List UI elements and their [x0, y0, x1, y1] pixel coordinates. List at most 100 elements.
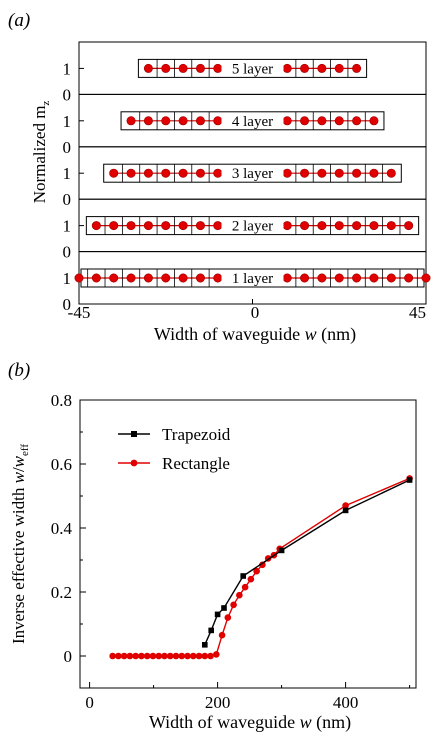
series-point-rectangle [184, 652, 191, 660]
panel-a-point [178, 63, 188, 73]
series-point-rectangle [189, 652, 197, 660]
panel-a-point [300, 221, 310, 231]
series-point-trapezoid [214, 611, 221, 618]
panel-a-layer-label: 1 layer [232, 271, 273, 287]
panel-b-xtick-label: 200 [205, 693, 231, 712]
panel-a-point [126, 221, 136, 231]
panel-b-label: (b) [8, 360, 30, 381]
panel-a-point [334, 273, 344, 283]
panel-a-point [195, 221, 205, 231]
panel-a-point [195, 168, 205, 178]
series-point-rectangle [178, 652, 186, 660]
series-point-rectangle [236, 591, 243, 599]
panel-a-layer-label: 2 layer [232, 219, 273, 235]
panel-a-point [334, 221, 344, 231]
series-point-rectangle [241, 583, 249, 591]
series-point-rectangle [253, 567, 260, 575]
panel-a-point [317, 63, 327, 73]
panel-a-point [178, 273, 188, 283]
panel-a-ytick-zero: 0 [63, 138, 72, 157]
series-point-rectangle [213, 651, 220, 658]
series-point-trapezoid [342, 507, 349, 514]
panel-a-ylabel: Normalized mz [30, 101, 52, 204]
panel-a-point [300, 116, 310, 126]
panel-a-ytick-zero: 0 [63, 190, 72, 209]
panel-a-point [126, 168, 136, 178]
panel-a-point [213, 116, 223, 126]
panel-a-point [352, 63, 362, 73]
series-point-rectangle [126, 652, 134, 660]
series-point-rectangle [138, 652, 145, 660]
panel-a-xtick-right: 45 [409, 303, 426, 322]
series-point-rectangle [342, 502, 349, 509]
panel-a-point [74, 273, 84, 283]
panel-a-point [109, 273, 119, 283]
series-point-rectangle [161, 652, 168, 660]
panel-a-point [126, 273, 136, 283]
series-point-rectangle [259, 561, 266, 569]
panel-b-series [109, 475, 413, 660]
panel-a-point [161, 63, 171, 73]
panel-a-point [369, 168, 379, 178]
panel-b-ytick-label: 0 [64, 647, 73, 666]
panel-a-point [126, 116, 136, 126]
series-point-trapezoid [406, 477, 413, 483]
panel-a-point [369, 273, 379, 283]
panel-a-point [352, 273, 362, 283]
series-point-trapezoid [240, 573, 246, 579]
panel-b-xlabel: Width of waveguide w (nm) [149, 712, 351, 733]
panel-a-point [143, 63, 153, 73]
series-point-rectangle [218, 631, 226, 639]
series-point-rectangle [149, 652, 157, 660]
panel-a-layer-label: 4 layer [232, 114, 273, 130]
legend-marker-rectangle [130, 459, 138, 467]
panel-a-xlabel: Width of waveguide w (nm) [154, 324, 356, 345]
panel-b: (b) 0 200 400 0 0.2 0.4 0.6 0.8 Trapezoid Rectan… [8, 360, 417, 733]
series-point-rectangle [166, 652, 174, 660]
series-point-rectangle [109, 652, 116, 660]
panel-a-point [91, 273, 101, 283]
series-point-rectangle [132, 652, 139, 660]
panel-a-ytick-one: 1 [63, 59, 72, 78]
panel-b-ticks: 0 200 400 0 0.2 0.4 0.6 0.8 [51, 391, 411, 712]
panel-a-point [317, 221, 327, 231]
panel-a-point [109, 221, 119, 231]
series-point-rectangle [247, 575, 255, 583]
panel-a-point [352, 221, 362, 231]
panel-a-point [334, 63, 344, 73]
panel-a-point [300, 63, 310, 73]
panel-a-point [213, 221, 223, 231]
panel-a: (a) 1 0 5 layer 1 0 4 layer 1 0 3 layer 1 0 2 layer… [8, 10, 431, 345]
panel-a-point [421, 273, 431, 283]
panel-a-point [386, 221, 396, 231]
panel-b-xtick-label: 400 [333, 693, 359, 712]
series-point-trapezoid [278, 547, 285, 554]
series-point-rectangle [201, 652, 209, 660]
series-point-rectangle [230, 601, 237, 609]
panel-a-point [352, 116, 362, 126]
series-point-rectangle [143, 652, 151, 660]
panel-a-point [386, 273, 396, 283]
panel-a-point [282, 221, 292, 231]
panel-b-ytick-label: 0.6 [51, 455, 72, 474]
series-point-rectangle [207, 652, 214, 660]
panel-a-label: (a) [8, 10, 30, 31]
panel-b-xtick-label: 0 [85, 693, 94, 712]
panel-a-point [282, 63, 292, 73]
panel-a-ytick-one: 1 [63, 164, 72, 183]
panel-a-rows: 1 0 5 layer 1 0 4 layer 1 0 3 layer 1 0 2 layer 1 0 1 … [63, 41, 431, 314]
panel-a-point [161, 168, 171, 178]
panel-a-point [369, 116, 379, 126]
panel-a-layer-label: 3 layer [232, 166, 273, 182]
series-point-rectangle [115, 652, 122, 660]
series-point-rectangle [120, 652, 128, 660]
panel-a-label-bg [221, 60, 284, 77]
panel-a-point [91, 221, 101, 231]
panel-a-point [178, 221, 188, 231]
panel-a-label-bg [221, 112, 284, 129]
panel-b-ytick-label: 0.8 [51, 391, 72, 410]
panel-a-point [334, 116, 344, 126]
series-point-trapezoid [202, 642, 208, 648]
panel-a-point [404, 221, 414, 231]
